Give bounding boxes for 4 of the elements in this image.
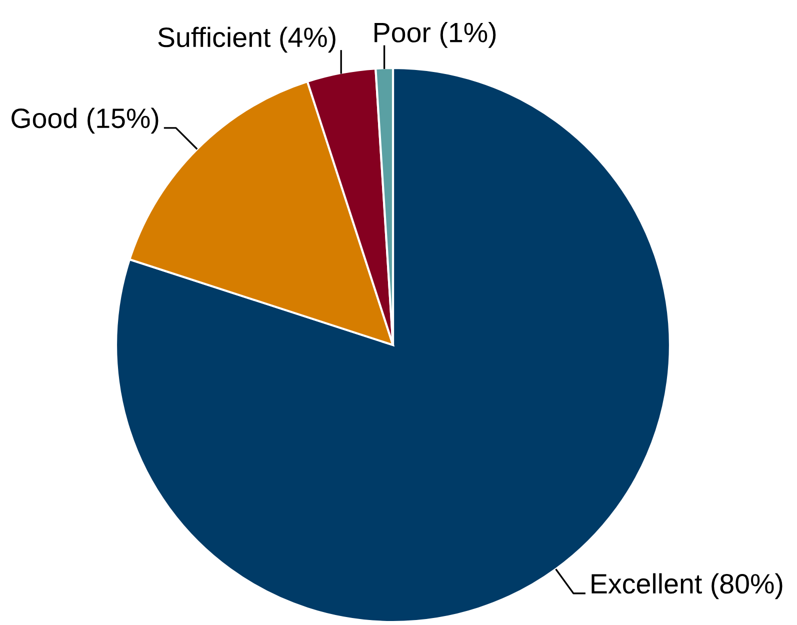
slice-label: Poor (1%): [374, 22, 496, 48]
slice-label: Excellent (80%): [592, 573, 782, 600]
slice-label: Sufficient (4%): [158, 26, 336, 53]
slice-label: Good (15%): [12, 108, 158, 134]
